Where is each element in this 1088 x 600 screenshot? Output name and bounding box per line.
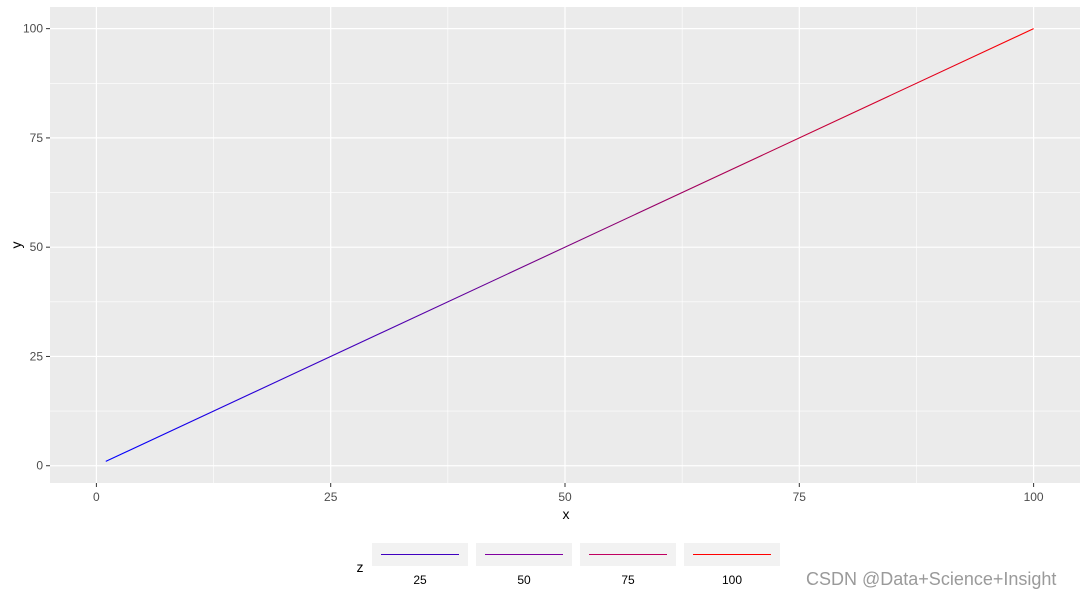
legend: z 25 50 75 100 [357,543,780,587]
legend-item: 75 [580,543,676,587]
series-line [105,28,1034,462]
legend-label: 100 [722,573,742,587]
x-axis-label: x [563,506,570,522]
y-axis-label: y [8,242,24,249]
watermark: CSDN @Data+Science+Insight [806,569,1057,589]
x-tick-label: 0 [93,490,100,504]
x-axis: 0 25 50 75 100 [93,483,1044,504]
y-tick-label: 75 [30,131,44,145]
series-layer [105,28,1034,462]
y-axis: 0 25 50 75 100 [23,22,50,473]
x-tick-label: 25 [324,490,338,504]
x-tick-label: 50 [558,490,572,504]
legend-item: 100 [684,543,780,587]
legend-label: 50 [517,573,531,587]
legend-item: 50 [476,543,572,587]
y-tick-label: 25 [30,349,44,363]
y-tick-label: 100 [23,22,43,36]
x-tick-label: 100 [1024,490,1044,504]
legend-title: z [357,559,364,575]
legend-label: 75 [621,573,635,587]
y-tick-label: 50 [30,240,44,254]
x-tick-label: 75 [793,490,807,504]
y-tick-label: 0 [36,459,43,473]
legend-item: 25 [372,543,468,587]
major-gridlines [50,7,1080,483]
legend-label: 25 [413,573,427,587]
